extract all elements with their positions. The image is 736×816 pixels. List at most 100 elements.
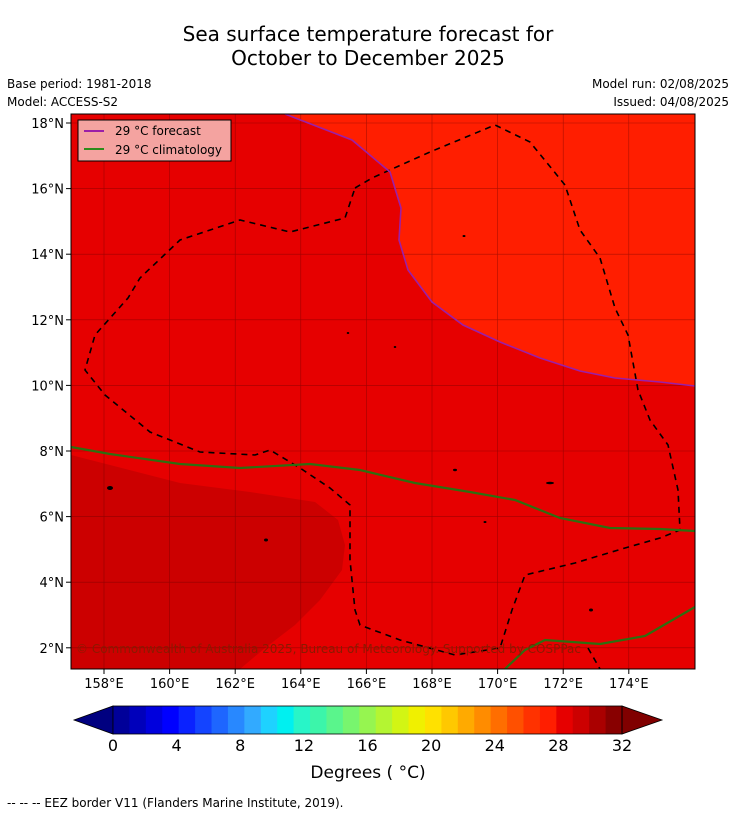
- legend-box: [77, 119, 232, 162]
- colorbar-segment: [359, 706, 377, 734]
- colorbar-tick-label: 32: [612, 736, 632, 755]
- island: [346, 332, 350, 334]
- colorbar-segment: [408, 706, 426, 734]
- metadata-left: Base period: 1981-2018 Model: ACCESS-S2: [7, 75, 152, 111]
- colorbar-segment: [523, 706, 541, 734]
- colorbar-segment: [326, 706, 344, 734]
- colorbar-segment: [293, 706, 311, 734]
- colorbar-segment: [392, 706, 410, 734]
- climatology-29c-line-south: [504, 606, 695, 669]
- map-frame: [70, 113, 696, 670]
- colorbar-segment: [129, 706, 147, 734]
- title-line-1: Sea surface temperature forecast for: [182, 22, 554, 46]
- island: [546, 481, 554, 485]
- lat-label: 16°N: [31, 183, 64, 198]
- lat-label: 6°N: [40, 511, 65, 526]
- island: [393, 346, 397, 348]
- colorbar-tick-label: 16: [357, 736, 377, 755]
- colorbar: [72, 705, 664, 735]
- colorbar-segment: [605, 706, 623, 734]
- gridlines: [71, 114, 695, 669]
- colorbar-segment: [556, 706, 574, 734]
- colorbar-segment: [375, 706, 393, 734]
- colorbar-segment: [441, 706, 459, 734]
- longitude-labels: 158°E 160°E 162°E 164°E 166°E 168°E 170°E 172°E…: [84, 669, 649, 692]
- colorbar-segment: [211, 706, 229, 734]
- issued-date: Issued: 04/08/2025: [613, 95, 729, 109]
- colorbar-tick-label: 20: [421, 736, 441, 755]
- colorbar-tick-label: 24: [485, 736, 505, 755]
- colorbar-segment: [162, 706, 180, 734]
- lon-label: 170°E: [478, 677, 518, 692]
- colorbar-tick-label: 4: [172, 736, 182, 755]
- model-name: Model: ACCESS-S2: [7, 95, 119, 109]
- colorbar-segment: [572, 706, 590, 734]
- lat-label: 14°N: [31, 248, 64, 263]
- island: [453, 468, 457, 472]
- eez-borders: [84, 124, 681, 669]
- lon-label: 166°E: [347, 677, 387, 692]
- colorbar-segment: [342, 706, 360, 734]
- model-run: Model run: 02/08/2025: [591, 77, 729, 91]
- forecast-29c-line: [284, 114, 695, 387]
- colorbar-segment: [195, 706, 213, 734]
- lat-label: 18°N: [31, 117, 64, 132]
- islands: [107, 235, 593, 612]
- colorbar-segment: [490, 706, 508, 734]
- footer-note: -- -- -- EEZ border V11 (Flanders Marine…: [7, 796, 344, 810]
- lat-label: 4°N: [40, 576, 65, 591]
- lon-label: 158°E: [84, 677, 124, 692]
- island: [107, 486, 113, 490]
- colorbar-over-arrow: [621, 705, 664, 735]
- colorbar-segment: [113, 706, 130, 734]
- colorbar-segment: [589, 706, 607, 734]
- base-period: Base period: 1981-2018: [7, 77, 152, 91]
- colorbar-under-arrow: [72, 705, 114, 735]
- colorbar-segment: [539, 706, 557, 734]
- colorbar-ticks: 0 4 8 12 16 20 24 28 32: [108, 736, 632, 755]
- sst-field-hot-region: [71, 455, 345, 669]
- latitude-labels: 18°N 16°N 14°N 12°N 10°N 8°N 6°N 4°N 2°N: [31, 117, 71, 657]
- lon-label: 168°E: [412, 677, 452, 692]
- island: [264, 538, 268, 542]
- lon-label: 172°E: [543, 677, 583, 692]
- lat-label: 8°N: [40, 445, 65, 460]
- lon-label: 162°E: [215, 677, 255, 692]
- lon-label: 164°E: [281, 677, 321, 692]
- lat-label: 10°N: [31, 379, 64, 394]
- colorbar-segment: [277, 706, 295, 734]
- colorbar-frame: [112, 705, 623, 735]
- climatology-29c-line: [71, 445, 695, 533]
- colorbar-segment: [244, 706, 262, 734]
- metadata-right: Model run: 02/08/2025 Issued: 04/08/2025: [592, 75, 729, 111]
- legend-climatology-label: 29 °C climatology: [115, 143, 222, 157]
- lon-label: 174°E: [609, 677, 649, 692]
- sst-field-warm-region: [285, 114, 695, 386]
- copyright-notice: © Commonwealth of Australia 2025, Bureau…: [76, 642, 581, 656]
- island: [483, 521, 487, 523]
- colorbar-segment: [145, 706, 163, 734]
- map-title: Sea surface temperature forecast for Oct…: [0, 22, 736, 70]
- colorbar-tick-label: 12: [294, 736, 314, 755]
- colorbar-segment: [227, 706, 245, 734]
- colorbar-tick-label: 0: [108, 736, 118, 755]
- colorbar-segment: [474, 706, 492, 734]
- map-legend: 29 °C forecast 29 °C climatology: [77, 119, 232, 162]
- eez-border-kiribati: [587, 647, 601, 669]
- colorbar-tick-label: 28: [548, 736, 568, 755]
- lat-label: 2°N: [40, 642, 65, 657]
- lat-label: 12°N: [31, 314, 64, 329]
- colorbar-label: Degrees ( °C): [310, 763, 426, 783]
- lon-label: 160°E: [150, 677, 190, 692]
- colorbar-segment: [507, 706, 524, 734]
- colorbar-segment: [457, 706, 475, 734]
- legend-forecast-label: 29 °C forecast: [115, 124, 201, 138]
- colorbar-segment: [424, 706, 442, 734]
- island: [462, 235, 466, 237]
- colorbar-tick-label: 8: [235, 736, 245, 755]
- island: [589, 608, 593, 612]
- colorbar-segment: [310, 706, 327, 734]
- colorbar-segment: [178, 706, 196, 734]
- title-line-2: October to December 2025: [231, 46, 505, 70]
